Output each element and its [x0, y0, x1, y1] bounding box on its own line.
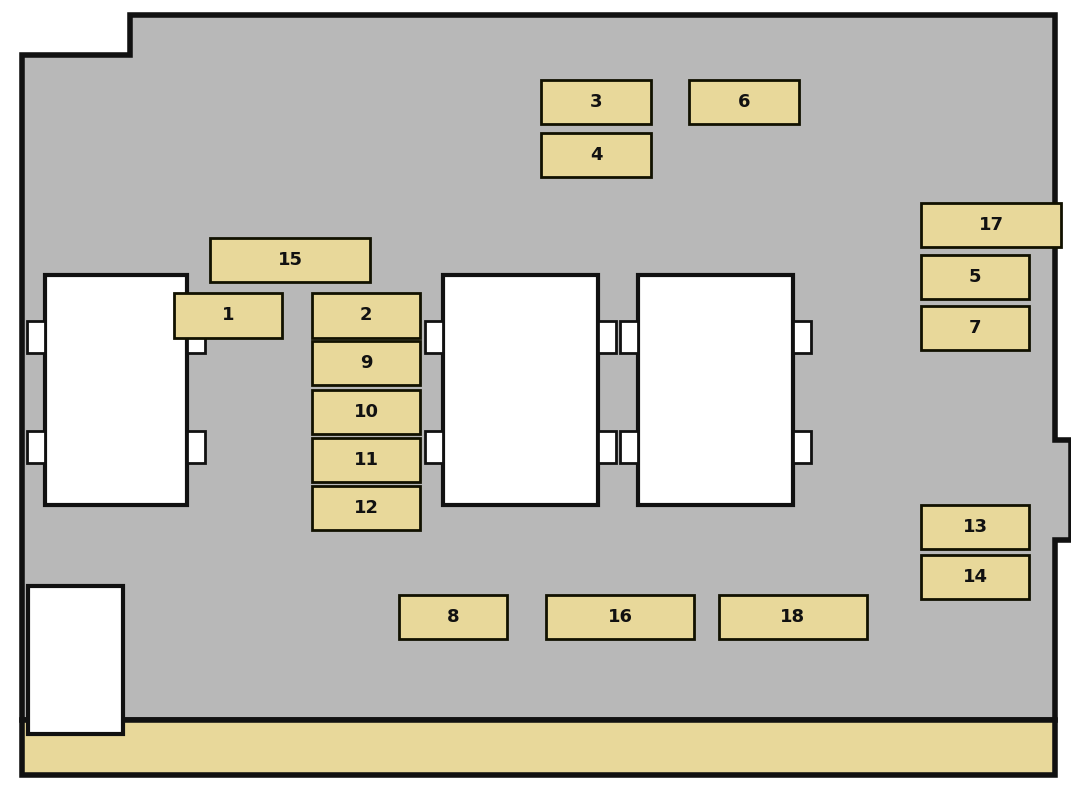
Bar [719, 595, 868, 639]
Text: 7: 7 [969, 319, 981, 337]
Text: 1: 1 [222, 306, 235, 324]
Bar [921, 306, 1029, 350]
Text: 4: 4 [590, 146, 602, 164]
Text: 3: 3 [590, 93, 602, 111]
Polygon shape [22, 15, 1071, 720]
Bar [793, 321, 811, 353]
Bar [689, 80, 799, 124]
Text: 11: 11 [353, 451, 378, 469]
Bar [424, 432, 442, 463]
Bar [312, 341, 420, 385]
Bar [921, 203, 1061, 247]
Text: 14: 14 [963, 568, 987, 586]
Bar [921, 255, 1029, 299]
Bar [312, 438, 420, 482]
Bar [399, 595, 507, 639]
Bar [27, 432, 45, 463]
Bar [541, 133, 651, 177]
Bar [442, 275, 598, 505]
Text: 16: 16 [607, 608, 633, 626]
Text: 5: 5 [969, 268, 981, 286]
Bar [793, 432, 811, 463]
Bar [45, 275, 187, 505]
Bar [619, 432, 637, 463]
Bar [598, 432, 616, 463]
Text: 10: 10 [353, 403, 378, 421]
Polygon shape [22, 720, 1055, 775]
Text: 8: 8 [447, 608, 459, 626]
Text: 17: 17 [979, 216, 1004, 234]
Text: 2: 2 [360, 306, 373, 324]
Bar [424, 321, 442, 353]
Text: 9: 9 [360, 354, 373, 372]
Text: 12: 12 [353, 499, 378, 517]
Bar [187, 432, 205, 463]
Text: 13: 13 [963, 518, 987, 536]
Bar [637, 275, 793, 505]
Bar [27, 321, 45, 353]
Bar [312, 486, 420, 530]
Bar [28, 586, 122, 734]
Text: 18: 18 [781, 608, 805, 626]
Bar [174, 293, 282, 338]
Text: 15: 15 [277, 251, 302, 269]
Bar [921, 505, 1029, 549]
Bar [187, 321, 205, 353]
Bar [312, 293, 420, 338]
Bar [921, 555, 1029, 599]
Bar [312, 390, 420, 434]
Bar [598, 321, 616, 353]
Bar [619, 321, 637, 353]
Bar [210, 238, 369, 282]
Bar [546, 595, 694, 639]
Bar [541, 80, 651, 124]
Text: 6: 6 [738, 93, 751, 111]
